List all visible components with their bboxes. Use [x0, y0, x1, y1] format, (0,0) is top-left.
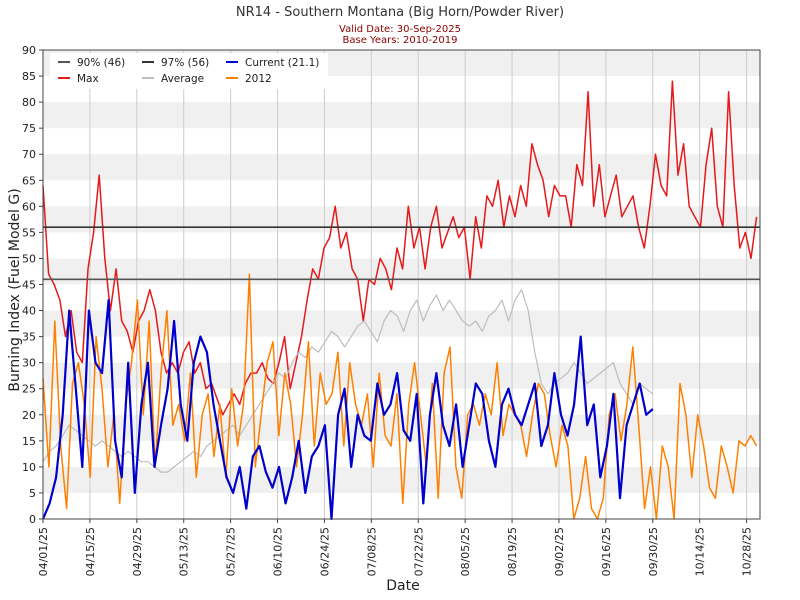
series-line-current — [41, 299, 654, 521]
y-axis-ticks: 0 5 10 15 20 25 30 35 40 45 50 55 60 65 70 75 80 85 90 — [22, 44, 43, 526]
x-tick-label: 04/29/25 — [131, 527, 144, 576]
x-tick-label: 04/01/25 — [37, 527, 50, 576]
x-tick-label: 06/10/25 — [272, 527, 285, 576]
y-tick-label: 90 — [22, 44, 36, 57]
y-tick-label: 35 — [22, 331, 36, 344]
y-tick-label: 20 — [22, 409, 36, 422]
x-tick-label: 09/02/25 — [553, 527, 566, 576]
series-line-average — [42, 289, 654, 473]
x-tick-label: 08/05/25 — [459, 527, 472, 576]
x-axis-label: Date — [386, 578, 419, 594]
y-tick-label: 85 — [22, 70, 36, 83]
x-tick-label: 04/15/25 — [84, 527, 97, 576]
legend-label-current: Current (21.1) — [245, 57, 319, 69]
x-tick-label: 08/19/25 — [506, 527, 519, 576]
y-tick-label: 60 — [22, 200, 36, 213]
legend-label-average: Average — [161, 73, 204, 85]
x-tick-label: 07/22/25 — [412, 527, 425, 576]
chart-subtitle-base-years: Base Years: 2010-2019 — [343, 35, 458, 46]
y-axis-label: Burning Index (Fuel Model G) — [7, 188, 23, 391]
legend: 90% (46) 97% (56) Current (21.1) Max Average… — [50, 53, 328, 89]
legend-box — [50, 53, 328, 89]
background-band — [43, 310, 760, 337]
background-band — [43, 154, 760, 181]
series-layer — [41, 80, 758, 521]
x-tick-label: 10/14/25 — [694, 527, 707, 576]
y-tick-label: 65 — [22, 174, 36, 187]
x-tick-label: 06/24/25 — [318, 527, 331, 576]
x-tick-label: 09/30/25 — [647, 527, 660, 576]
x-tick-label: 05/27/25 — [225, 527, 238, 576]
percentile-lines — [43, 226, 760, 281]
legend-label-p97: 97% (56) — [161, 57, 209, 69]
x-tick-label: 07/08/25 — [365, 527, 378, 576]
background-band — [43, 206, 760, 233]
legend-label-p90: 90% (46) — [77, 57, 125, 69]
y-tick-label: 5 — [29, 487, 36, 500]
series-line-y2012 — [42, 273, 758, 520]
legend-label-y2012: 2012 — [245, 73, 272, 85]
x-tick-label: 09/16/25 — [600, 527, 613, 576]
y-tick-label: 45 — [22, 279, 36, 292]
y-tick-label: 0 — [29, 513, 36, 526]
y-tick-label: 50 — [22, 252, 36, 265]
y-tick-label: 70 — [22, 148, 36, 161]
x-tick-label: 05/13/25 — [178, 527, 191, 576]
y-tick-label: 40 — [22, 305, 36, 318]
x-axis-ticks: 04/01/25 04/15/25 04/29/25 05/13/25 05/27/25… — [37, 519, 754, 576]
background-band — [43, 102, 760, 129]
y-tick-label: 75 — [22, 122, 36, 135]
y-tick-label: 15 — [22, 435, 36, 448]
y-tick-label: 55 — [22, 226, 36, 239]
chart-subtitle-valid-date: Valid Date: 30-Sep-2025 — [339, 24, 461, 35]
x-tick-label: 10/28/25 — [741, 527, 754, 576]
y-tick-label: 30 — [22, 357, 36, 370]
y-tick-label: 10 — [22, 461, 36, 474]
y-tick-label: 80 — [22, 96, 36, 109]
y-tick-label: 25 — [22, 383, 36, 396]
chart-title: NR14 - Southern Montana (Big Horn/Powder… — [236, 5, 564, 20]
legend-label-max: Max — [77, 73, 99, 85]
